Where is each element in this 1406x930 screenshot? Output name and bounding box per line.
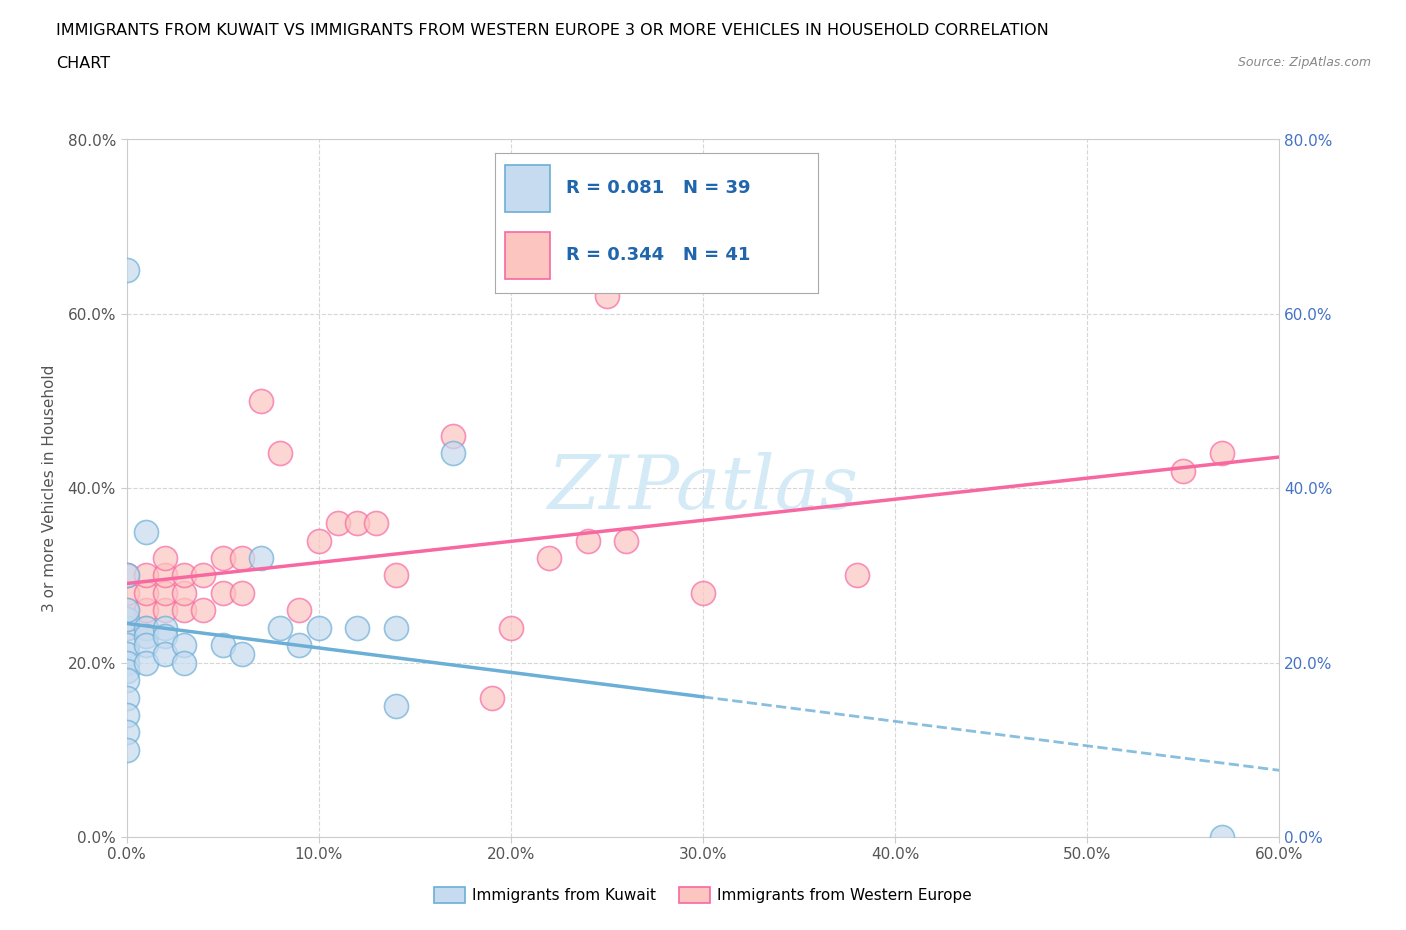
Point (115, 742, 138, 757)
Point (115, 620, 138, 635)
Point (193, 568, 215, 583)
Point (115, 690, 138, 705)
Point (115, 664, 138, 679)
Point (135, 525, 157, 539)
Point (115, 263, 138, 278)
Point (135, 603, 157, 618)
Point (153, 603, 176, 618)
Point (1173, 463, 1195, 478)
Point (115, 603, 138, 618)
Point (538, 551, 561, 565)
Point (115, 568, 138, 583)
Point (692, 586, 714, 601)
Point (269, 620, 291, 635)
Point (288, 638, 311, 653)
Point (384, 568, 406, 583)
Point (115, 620, 138, 635)
Text: CHART: CHART (56, 56, 110, 71)
Text: IMMIGRANTS FROM KUWAIT VS IMMIGRANTS FROM WESTERN EUROPE 3 OR MORE VEHICLES IN H: IMMIGRANTS FROM KUWAIT VS IMMIGRANTS FRO… (56, 23, 1049, 38)
Point (153, 620, 176, 635)
Text: ZIPatlas: ZIPatlas (547, 452, 859, 525)
Point (115, 612, 138, 627)
Point (614, 533, 637, 548)
Point (115, 646, 138, 661)
Point (346, 515, 368, 530)
Point (499, 620, 522, 635)
Point (135, 568, 157, 583)
Point (576, 533, 599, 548)
Point (135, 586, 157, 601)
Point (115, 656, 138, 671)
Point (366, 515, 388, 530)
Point (211, 638, 233, 653)
Point (115, 672, 138, 687)
Point (1211, 446, 1233, 461)
Point (441, 446, 464, 461)
Point (250, 393, 273, 408)
Point (288, 603, 311, 618)
Point (346, 620, 368, 635)
Point (115, 586, 138, 601)
Point (115, 708, 138, 723)
Point (596, 289, 619, 304)
Point (173, 638, 195, 653)
Point (1211, 830, 1233, 844)
Point (153, 646, 176, 661)
Point (250, 551, 273, 565)
Point (384, 698, 406, 713)
Point (193, 603, 215, 618)
Point (115, 638, 138, 653)
Point (173, 656, 195, 671)
Point (115, 725, 138, 740)
Point (135, 638, 157, 653)
Point (269, 446, 291, 461)
Point (115, 568, 138, 583)
Point (135, 620, 157, 635)
Point (211, 551, 233, 565)
Legend: Immigrants from Kuwait, Immigrants from Western Europe: Immigrants from Kuwait, Immigrants from … (427, 882, 979, 910)
Point (308, 620, 330, 635)
Point (173, 568, 195, 583)
Point (173, 603, 195, 618)
Point (153, 586, 176, 601)
Point (231, 586, 253, 601)
Point (231, 551, 253, 565)
Point (441, 429, 464, 444)
Point (153, 568, 176, 583)
Point (153, 551, 176, 565)
Point (308, 533, 330, 548)
Point (384, 620, 406, 635)
Point (326, 515, 349, 530)
Point (115, 603, 138, 618)
Point (231, 646, 253, 661)
Point (845, 568, 868, 583)
Point (153, 629, 176, 644)
Point (135, 629, 157, 644)
Y-axis label: 3 or more Vehicles in Household: 3 or more Vehicles in Household (42, 365, 56, 612)
Point (173, 586, 195, 601)
Point (211, 586, 233, 601)
Point (481, 690, 503, 705)
Point (135, 656, 157, 671)
Text: Source: ZipAtlas.com: Source: ZipAtlas.com (1237, 56, 1371, 69)
Point (135, 620, 157, 635)
